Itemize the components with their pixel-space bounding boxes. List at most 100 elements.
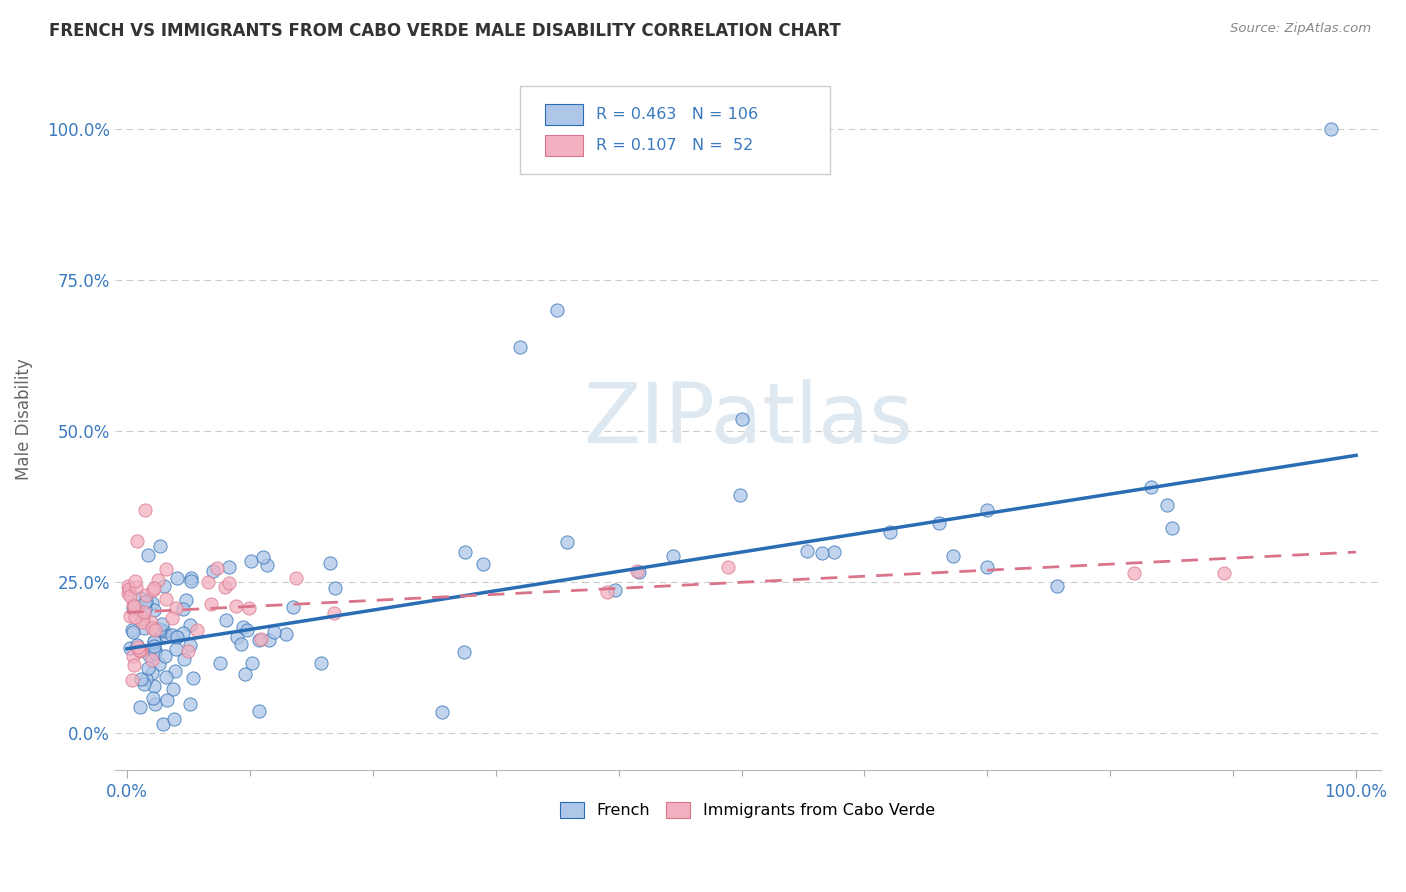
Point (160, 611, 183, 625)
Point (976, 502, 998, 516)
Point (156, 692, 179, 706)
Point (179, 617, 201, 632)
Point (172, 626, 194, 640)
Point (214, 580, 236, 594)
Point (165, 600, 187, 615)
Text: R = 0.463   N = 106: R = 0.463 N = 106 (596, 106, 758, 121)
Point (180, 571, 202, 585)
Point (128, 591, 150, 606)
Point (249, 632, 271, 647)
Point (134, 502, 156, 516)
Point (135, 588, 157, 602)
Point (155, 669, 177, 683)
Point (811, 546, 834, 560)
Point (143, 635, 166, 649)
Point (823, 544, 845, 558)
Y-axis label: Male Disability: Male Disability (15, 359, 32, 480)
Point (207, 561, 229, 575)
Point (249, 705, 271, 719)
Point (240, 553, 263, 567)
Point (128, 643, 150, 657)
Point (118, 582, 141, 596)
Point (166, 630, 188, 644)
Point (122, 598, 145, 612)
Point (143, 639, 166, 653)
Point (155, 592, 177, 607)
Point (162, 682, 184, 697)
Point (628, 565, 651, 579)
Point (122, 624, 145, 639)
Point (179, 698, 201, 712)
Point (134, 605, 156, 619)
FancyBboxPatch shape (520, 86, 830, 174)
Point (454, 545, 477, 559)
Point (155, 628, 177, 642)
Point (134, 602, 156, 616)
Point (143, 602, 166, 616)
Point (976, 560, 998, 574)
Point (122, 657, 145, 672)
Point (728, 488, 751, 502)
Point (233, 666, 256, 681)
Text: R = 0.107   N =  52: R = 0.107 N = 52 (596, 138, 754, 153)
Point (879, 525, 901, 540)
Point (141, 653, 163, 667)
Point (197, 574, 219, 589)
Point (128, 699, 150, 714)
Point (143, 679, 166, 693)
Point (129, 644, 152, 658)
Point (281, 599, 304, 614)
Point (176, 644, 198, 658)
Point (319, 556, 342, 570)
Point (165, 630, 187, 644)
Point (626, 564, 648, 578)
Point (128, 607, 150, 622)
Point (135, 672, 157, 686)
Point (240, 657, 263, 671)
Point (218, 560, 240, 574)
Point (143, 623, 166, 637)
Point (163, 713, 186, 727)
Point (276, 627, 298, 641)
Point (1160, 521, 1182, 535)
Point (125, 581, 148, 595)
Point (148, 623, 170, 637)
Point (131, 643, 153, 657)
Point (118, 589, 141, 603)
Point (117, 579, 139, 593)
Point (148, 657, 170, 672)
Point (1123, 566, 1146, 580)
Text: FRENCH VS IMMIGRANTS FROM CABO VERDE MALE DISABILITY CORRELATION CHART: FRENCH VS IMMIGRANTS FROM CABO VERDE MAL… (49, 22, 841, 40)
Point (141, 621, 163, 635)
Point (263, 624, 285, 639)
Point (131, 615, 153, 629)
Point (142, 581, 165, 595)
Legend: French, Immigrants from Cabo Verde: French, Immigrants from Cabo Verde (554, 796, 942, 825)
Point (180, 574, 202, 589)
Point (135, 593, 157, 607)
Point (143, 698, 166, 712)
Point (256, 558, 278, 572)
Point (141, 666, 163, 681)
Point (150, 623, 173, 637)
Point (136, 661, 159, 675)
Point (132, 612, 155, 626)
Point (142, 633, 165, 648)
Point (153, 624, 176, 638)
Point (717, 560, 740, 574)
Point (215, 613, 238, 627)
Point (150, 617, 173, 632)
Point (125, 600, 148, 615)
Point (311, 656, 333, 670)
Point (153, 579, 176, 593)
Point (226, 630, 249, 644)
Point (172, 601, 194, 615)
Point (1046, 580, 1069, 594)
Point (121, 673, 143, 687)
Point (186, 623, 208, 637)
Point (132, 621, 155, 635)
Point (129, 672, 152, 686)
Point (232, 620, 254, 634)
Point (179, 638, 201, 652)
Point (165, 665, 187, 679)
